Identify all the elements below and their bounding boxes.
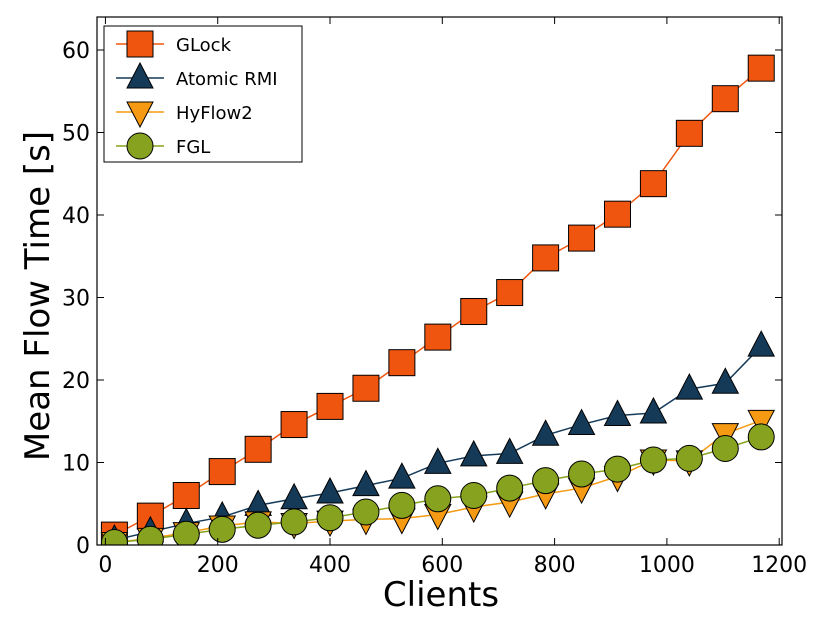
data-point-glock <box>711 85 739 113</box>
data-point-glock <box>316 392 344 420</box>
data-point-glock <box>172 482 200 509</box>
data-point-hyflow2 <box>747 409 776 437</box>
data-point-atomic-rmi <box>423 447 452 474</box>
data-point-atomic-rmi <box>711 367 740 394</box>
legend-label-atomic-rmi: Atomic RMI <box>176 69 278 90</box>
data-point-glock <box>208 458 236 486</box>
data-point-atomic-rmi <box>459 439 488 467</box>
data-point-glock <box>388 349 416 377</box>
legend-marker-hyflow2 <box>126 101 154 129</box>
data-point-fgl <box>352 498 380 526</box>
data-point-fgl <box>711 434 739 462</box>
x-tick-label: 400 <box>309 553 351 578</box>
data-point-glock <box>352 374 380 402</box>
data-point-atomic-rmi <box>495 437 524 464</box>
legend-label-fgl: FGL <box>176 137 210 158</box>
x-axis-title: Clients <box>383 575 499 615</box>
data-point-atomic-rmi <box>603 399 632 426</box>
plot-frame <box>96 16 783 546</box>
data-point-fgl <box>532 467 560 495</box>
data-point-glock <box>603 200 631 228</box>
y-axis-title: Mean Flow Time [s] <box>18 131 58 461</box>
data-point-fgl <box>424 485 452 513</box>
data-point-atomic-rmi <box>352 469 380 497</box>
series-group <box>100 54 776 545</box>
data-point-fgl <box>460 482 488 509</box>
data-point-atomic-rmi <box>280 482 308 510</box>
data-point-fgl <box>388 491 416 519</box>
data-point-glock <box>244 435 272 463</box>
data-point-fgl <box>100 529 128 545</box>
data-point-glock <box>532 244 560 272</box>
legend-marker-glock <box>126 30 154 58</box>
data-point-glock <box>675 119 703 147</box>
data-point-atomic-rmi <box>531 419 560 446</box>
x-tick-label: 1200 <box>751 553 807 578</box>
legend-label-hyflow2: HyFlow2 <box>176 103 253 124</box>
data-point-fgl <box>568 460 596 488</box>
y-tick-label: 30 <box>62 287 90 312</box>
data-point-fgl <box>208 515 236 543</box>
y-tick-label: 20 <box>62 369 90 394</box>
data-point-fgl <box>316 504 344 532</box>
y-tick-label: 40 <box>62 204 90 229</box>
axes: 0 200 400 600 800 1000 1200 0 10 20 30 40 50 60 <box>62 16 807 578</box>
data-point-fgl <box>136 525 164 545</box>
y-tick-label: 50 <box>62 122 90 147</box>
y-tick-label: 10 <box>62 452 90 477</box>
x-tick-label: 200 <box>197 553 239 578</box>
legend: GLock Atomic RMI HyFlow2 FGL <box>103 25 303 163</box>
data-point-fgl <box>603 455 631 483</box>
y-tick-label: 0 <box>76 534 90 559</box>
data-point-glock <box>280 411 308 439</box>
x-tick-label: 600 <box>421 553 463 578</box>
data-point-fgl <box>675 444 703 472</box>
x-tick-label: 1000 <box>639 553 695 578</box>
data-point-atomic-rmi <box>388 462 416 489</box>
x-tick-label: 800 <box>534 553 576 578</box>
data-point-glock <box>639 170 667 198</box>
plot-area <box>100 54 776 545</box>
y-tick-label: 60 <box>62 39 90 64</box>
data-point-fgl <box>747 423 775 451</box>
data-point-glock <box>568 224 596 252</box>
data-point-atomic-rmi <box>639 396 668 424</box>
legend-marker-atomic-rmi <box>126 61 154 89</box>
legend-label-glock: GLock <box>176 35 232 56</box>
data-point-atomic-rmi <box>747 330 776 357</box>
legend-marker-fgl <box>126 132 154 160</box>
data-point-atomic-rmi <box>316 476 344 504</box>
data-point-glock <box>747 54 775 82</box>
data-point-fgl <box>172 520 200 545</box>
data-point-atomic-rmi <box>675 372 704 400</box>
data-point-atomic-rmi <box>567 408 596 436</box>
data-point-fgl <box>496 474 524 502</box>
x-tick-label: 0 <box>98 553 112 578</box>
data-point-glock <box>496 279 524 307</box>
data-point-fgl <box>280 508 308 536</box>
data-point-fgl <box>639 446 667 474</box>
data-point-glock <box>424 323 452 351</box>
data-point-fgl <box>244 511 272 539</box>
data-point-glock <box>460 298 488 326</box>
